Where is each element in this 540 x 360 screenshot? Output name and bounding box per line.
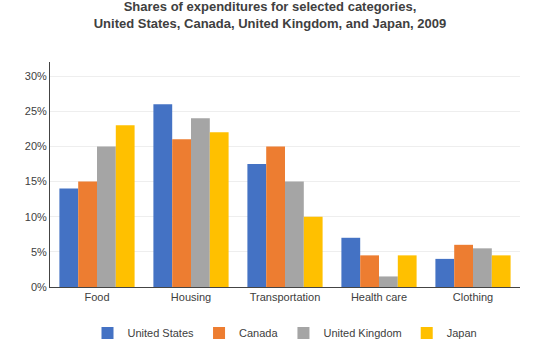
svg-text:0%: 0%: [31, 281, 47, 293]
svg-text:Clothing: Clothing: [453, 291, 493, 303]
svg-text:5%: 5%: [31, 246, 47, 258]
svg-text:30%: 30%: [25, 70, 47, 82]
svg-text:20%: 20%: [25, 140, 47, 152]
svg-text:Housing: Housing: [171, 291, 211, 303]
svg-text:United Kingdom: United Kingdom: [323, 327, 401, 339]
svg-text:Canada: Canada: [239, 327, 278, 339]
svg-text:Transportation: Transportation: [250, 291, 321, 303]
svg-text:15%: 15%: [25, 175, 47, 187]
svg-text:United States: United States: [128, 327, 195, 339]
svg-text:Food: Food: [84, 291, 109, 303]
svg-text:Shares of expenditures for sel: Shares of expenditures for selected cate…: [94, 0, 447, 31]
svg-text:Health care: Health care: [351, 291, 407, 303]
svg-text:25%: 25%: [25, 105, 47, 117]
svg-text:Japan: Japan: [447, 327, 477, 339]
svg-text:10%: 10%: [25, 211, 47, 223]
